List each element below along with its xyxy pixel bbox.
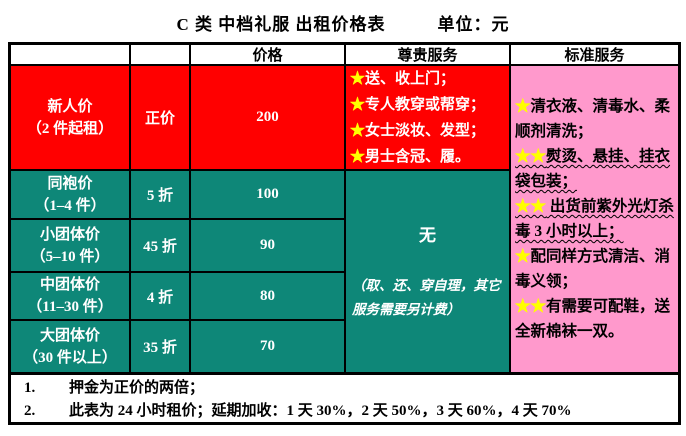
premium-service-text: 专人教穿或帮穿； <box>365 96 486 113</box>
premium-service-text: 男士含冠、履。 <box>365 148 471 165</box>
standard-service-item: ★配同样方式清洁、消毒义领； <box>515 244 675 294</box>
none-note: （取、还、穿自理，其它服务需要另计费） <box>352 278 501 317</box>
premium-services-cell: ★送、收上门； ★专人教穿或帮穿； ★女士淡妆、发型； ★男士含冠、履。 <box>346 66 511 171</box>
footnote-number: 2. <box>24 403 36 419</box>
footnotes-box: 1. 押金为正价的两倍； 2. 此表为 24 小时租价；延期加收：1 天 30%… <box>8 372 681 425</box>
row-range: （11–30 件） <box>27 299 113 315</box>
premium-service-item: ★男士含冠、履。 <box>350 144 470 170</box>
premium-service-text: 送、收上门； <box>365 70 456 87</box>
standard-service-text: 出货前紫外光灯杀毒 3 小时以上； <box>515 198 674 240</box>
standard-service-item: ★★有需要可配鞋，送全新棉袜一双。 <box>515 294 675 344</box>
row-tongpao-name: 同袍价 （1–4 件） <box>11 171 131 220</box>
page-title: C 类 中档礼服 出租价格表 单位：元 <box>0 10 686 35</box>
star-icon: ★ <box>515 98 531 115</box>
row-tongpao-price: 100 <box>191 171 346 220</box>
header-cell-standard-service: 标准服务 <box>511 45 678 66</box>
premium-none-cell: 无 （取、还、穿自理，其它服务需要另计费） <box>346 171 511 372</box>
star-icon: ★★ <box>515 198 547 215</box>
row-smallgroup-name: 小团体价 （5–10 件） <box>11 220 131 273</box>
row-range: （2 件起租） <box>26 120 114 137</box>
standard-services-cell: ★清衣液、清毒水、柔顺剂清洗； ★★熨烫、悬挂、挂衣袋包装； ★★ 出货前紫外光… <box>511 66 678 372</box>
row-newcouple-name: 新人价 （2 件起租） <box>11 66 131 171</box>
footnote-2: 2. 此表为 24 小时租价；延期加收：1 天 30%，2 天 50%，3 天 … <box>11 400 678 423</box>
row-biggroup-price: 70 <box>191 321 346 372</box>
standard-service-item: ★★ 出货前紫外光灯杀毒 3 小时以上； <box>515 194 675 244</box>
premium-service-item: ★女士淡妆、发型； <box>350 118 485 144</box>
standard-service-text: 有需要可配鞋，送全新棉袜一双。 <box>515 298 671 340</box>
row-name: 小团体价 <box>39 226 100 243</box>
standard-service-text: 配同样方式清洁、消毒义领； <box>515 248 671 290</box>
row-name: 新人价 <box>47 98 93 115</box>
star-icon: ★ <box>350 148 366 165</box>
premium-service-item: ★送、收上门； <box>350 66 455 92</box>
star-icon: ★ <box>350 70 366 87</box>
row-biggroup-name: 大团体价 （30 件以上） <box>11 321 131 372</box>
row-newcouple-discount: 正价 <box>131 66 191 171</box>
rental-price-table: 价格 尊贵服务 标准服务 新人价 （2 件起租） 正价 200 ★送、收上门； … <box>8 42 681 375</box>
row-name: 大团体价 <box>39 327 100 344</box>
footnote-text: 押金为正价的两倍； <box>69 380 205 396</box>
row-range: （5–10 件） <box>30 248 110 265</box>
star-icon: ★ <box>515 248 531 265</box>
header-cell-price: 价格 <box>191 45 346 66</box>
row-midgroup-name: 中团体价 （11–30 件） <box>11 273 131 321</box>
row-midgroup-discount: 4 折 <box>131 273 191 321</box>
row-name: 中团体价 <box>39 277 100 293</box>
star-icon: ★★ <box>515 298 547 315</box>
row-biggroup-discount: 35 折 <box>131 321 191 372</box>
standard-service-item: ★清衣液、清毒水、柔顺剂清洗； <box>515 94 675 144</box>
title-text: C 类 中档礼服 出租价格表 <box>176 15 386 34</box>
unit-label: 单位：元 <box>437 15 510 34</box>
footnote-number: 1. <box>24 380 36 396</box>
header-cell-empty-1 <box>11 45 131 66</box>
row-range: （30 件以上） <box>23 349 117 366</box>
header-cell-premium-service: 尊贵服务 <box>346 45 511 66</box>
standard-service-text: 清衣液、清毒水、柔顺剂清洗； <box>515 98 671 140</box>
row-name: 同袍价 <box>47 175 93 192</box>
row-range: （1–4 件） <box>34 197 106 214</box>
standard-service-text: 熨烫、悬挂、挂衣袋包装； <box>515 148 671 190</box>
row-smallgroup-discount: 45 折 <box>131 220 191 273</box>
star-icon: ★★ <box>515 148 547 165</box>
standard-service-item: ★★熨烫、悬挂、挂衣袋包装； <box>515 144 675 194</box>
row-smallgroup-price: 90 <box>191 220 346 273</box>
premium-service-item: ★专人教穿或帮穿； <box>350 92 485 118</box>
header-cell-empty-2 <box>131 45 191 66</box>
none-label: 无 <box>419 226 436 245</box>
star-icon: ★ <box>350 122 366 139</box>
footnote-text: 此表为 24 小时租价；延期加收：1 天 30%，2 天 50%，3 天 60%… <box>69 403 572 419</box>
row-tongpao-discount: 5 折 <box>131 171 191 220</box>
star-icon: ★ <box>350 96 366 113</box>
footnote-1: 1. 押金为正价的两倍； <box>11 377 678 400</box>
premium-service-text: 女士淡妆、发型； <box>365 122 486 139</box>
row-newcouple-price: 200 <box>191 66 346 171</box>
row-midgroup-price: 80 <box>191 273 346 321</box>
